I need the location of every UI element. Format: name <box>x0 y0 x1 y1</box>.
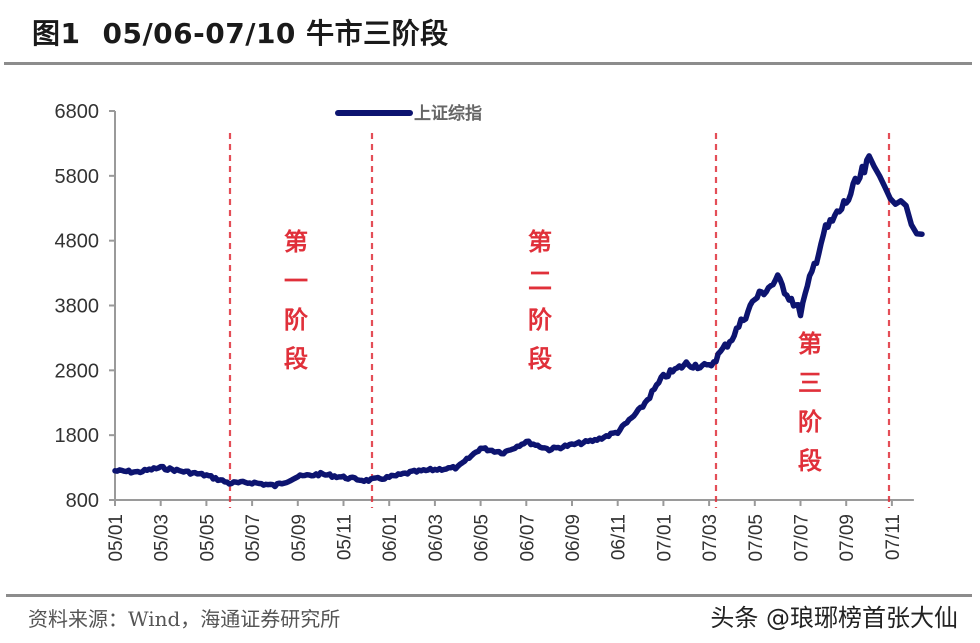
x-tick-label: 07/09 <box>837 514 858 562</box>
stage-label-char: 第 <box>284 227 308 256</box>
x-tick-label: 06/09 <box>563 514 584 562</box>
x-tick-label: 07/11 <box>883 514 904 560</box>
source-note: 资料来源：Wind，海通证券研究所 <box>28 607 341 631</box>
legend-label: 上证综指 <box>414 103 482 124</box>
y-tick-label: 3800 <box>55 296 100 318</box>
x-tick-label: 05/01 <box>106 514 127 562</box>
x-tick-label: 05/11 <box>335 514 356 560</box>
title-text: 05/06-07/10 牛市三阶段 <box>102 17 449 50</box>
legend: 上证综指 <box>335 103 482 124</box>
x-tick-label: 05/03 <box>152 514 173 562</box>
stage-label-char: 段 <box>528 344 552 373</box>
x-tick-label: 06/11 <box>609 514 630 560</box>
y-tick-label: 800 <box>66 490 99 512</box>
stage-dividers <box>228 133 891 508</box>
stage-label-char: 阶 <box>798 407 822 436</box>
stage-label-char: 段 <box>284 344 308 373</box>
stage-label-char: 段 <box>798 446 822 475</box>
chart-title: 图1 05/06-07/10 牛市三阶段 <box>32 12 449 52</box>
x-axis: 05/01 05/03 05/05 05/07 05/09 05/11 06/01 06/03… <box>106 499 914 562</box>
x-tick-label: 07/01 <box>654 514 675 562</box>
stage-label-char: 三 <box>798 368 822 397</box>
y-tick-label: 1800 <box>55 425 100 447</box>
stage-label-char: 第 <box>798 329 822 358</box>
bottom-divider <box>6 594 972 597</box>
x-tick-label: 06/07 <box>517 514 538 562</box>
y-tick-label: 4800 <box>55 231 100 253</box>
top-divider <box>4 62 972 65</box>
y-tick-label: 6800 <box>55 101 100 123</box>
stage-label-char: 一 <box>284 266 308 295</box>
stage-label-char: 阶 <box>528 305 552 334</box>
stage-label-char: 二 <box>528 266 552 295</box>
y-axis: 800 1800 2800 3800 4800 5800 6800 <box>55 101 116 512</box>
x-tick-label: 06/05 <box>472 514 493 562</box>
series-line-shanghai-composite <box>112 153 925 490</box>
x-tick-label: 07/05 <box>746 514 767 562</box>
stage-label-char: 阶 <box>284 305 308 334</box>
figure-label: 图1 <box>32 17 81 50</box>
watermark: 头条 @琅琊榜首张大仙 <box>710 604 958 632</box>
stage-label-char: 第 <box>528 227 552 256</box>
x-tick-label: 06/03 <box>426 514 447 562</box>
x-tick-label: 05/09 <box>289 514 310 562</box>
y-tick-label: 2800 <box>55 360 100 382</box>
x-tick-label: 07/07 <box>792 514 813 562</box>
y-tick-label: 5800 <box>55 166 100 188</box>
x-tick-label: 07/03 <box>700 514 721 562</box>
x-tick-label: 05/05 <box>197 514 218 562</box>
x-tick-label: 06/01 <box>380 514 401 562</box>
x-tick-label: 05/07 <box>243 514 264 562</box>
series-line <box>112 153 925 490</box>
